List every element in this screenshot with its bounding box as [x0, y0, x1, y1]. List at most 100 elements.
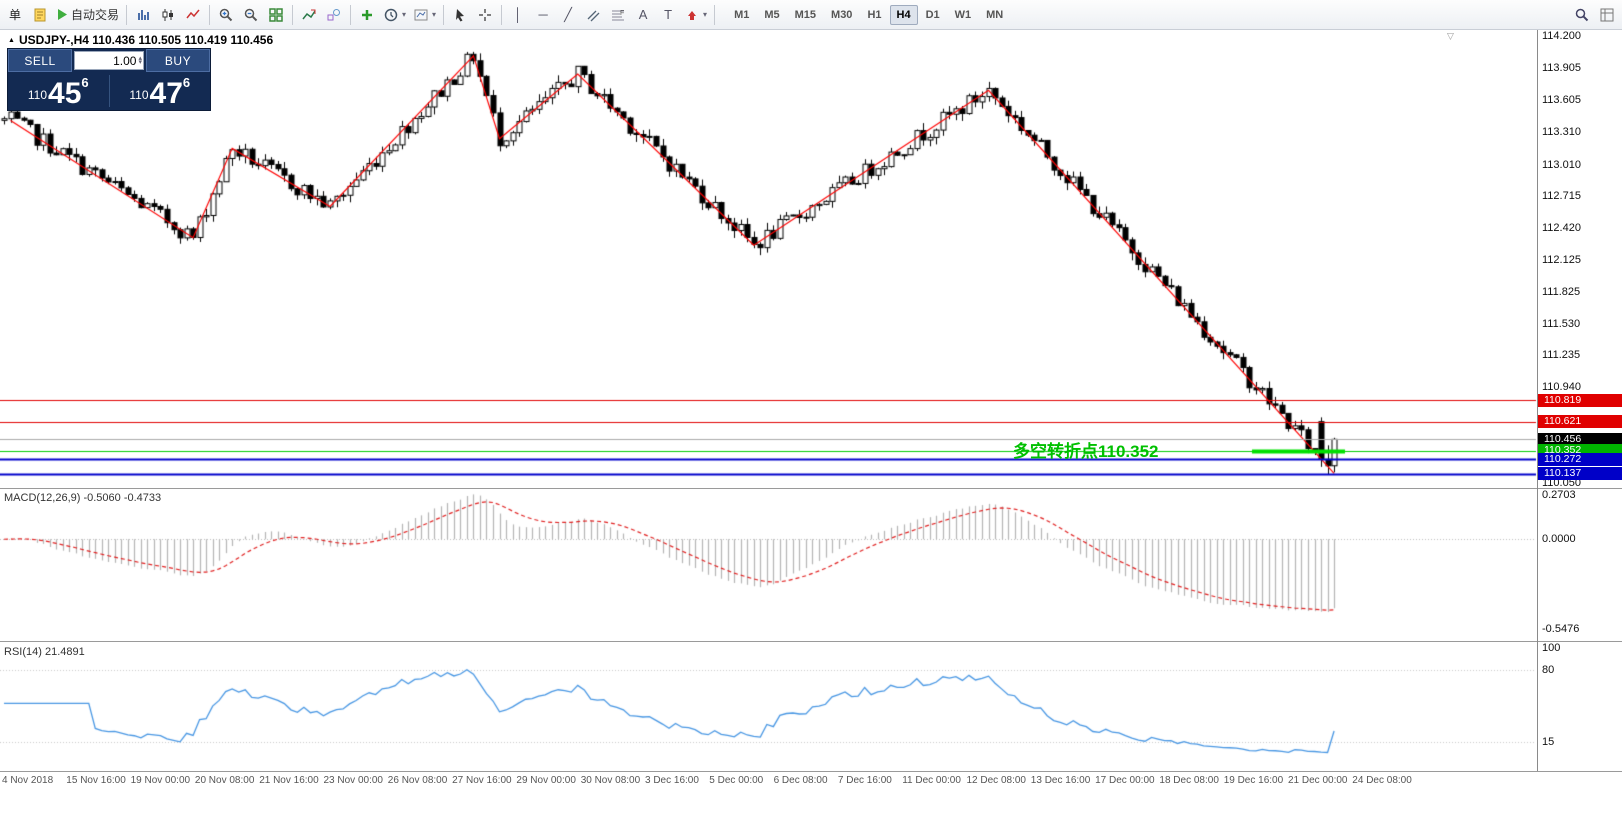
label-button[interactable]: T: [656, 3, 680, 27]
new-chart-button[interactable]: [28, 3, 52, 27]
lot-value: 1.00: [113, 53, 137, 68]
turning-point-annotation[interactable]: 多空转折点110.352: [1013, 442, 1159, 461]
cursor-button[interactable]: [448, 3, 472, 27]
time-axis-label: 21 Dec 00:00: [1288, 775, 1348, 786]
zoom-out-icon: [243, 7, 259, 23]
templates-icon: [413, 7, 429, 23]
sell-price[interactable]: 110 45 6: [8, 72, 109, 110]
chevron-down-icon: ▾: [703, 10, 708, 19]
time-axis-label: 29 Nov 00:00: [516, 775, 576, 786]
indicators-button[interactable]: [297, 3, 321, 27]
toolbar: 单 自动交易 ▾ ▾ │ ─ ╱ F A T ▾ M1 M5 M15 M30 H1 H4 D…: [0, 0, 1622, 30]
sell-price-prefix: 110: [27, 88, 48, 102]
timeframe-m1-button[interactable]: M1: [727, 5, 756, 25]
tile-windows-button[interactable]: [264, 3, 288, 27]
panel-separator[interactable]: [0, 641, 1622, 642]
bar-chart-button[interactable]: [131, 3, 155, 27]
time-axis-label: 12 Dec 08:00: [966, 775, 1027, 786]
timeframe-mn-button[interactable]: MN: [979, 5, 1010, 25]
time-axis-label: 4 Nov 2018: [2, 775, 54, 786]
timeframe-h1-button[interactable]: H1: [860, 5, 888, 25]
buy-price-sup: 6: [182, 75, 191, 90]
time-axis-label: 27 Nov 16:00: [452, 775, 512, 786]
bar-chart-icon: [135, 7, 151, 23]
time-axis-label: 23 Nov 00:00: [323, 775, 384, 786]
time-axis-label: 11 Dec 00:00: [902, 775, 961, 786]
lot-spinner[interactable]: ▴ ▾: [138, 54, 142, 66]
fibonacci-icon: F: [610, 7, 626, 23]
time-axis-label: 3 Dec 16:00: [645, 775, 699, 786]
buy-price-prefix: 110: [129, 88, 149, 102]
vertical-line-icon: │: [513, 7, 523, 22]
toolbar-separator: [443, 4, 445, 25]
buy-button[interactable]: BUY: [146, 49, 210, 72]
templates-button[interactable]: ▾: [410, 3, 439, 27]
autotrading-label: 自动交易: [71, 8, 120, 22]
lot-size-input[interactable]: 1.00 ▴ ▾: [74, 51, 144, 70]
search-icon: [1574, 7, 1590, 23]
line-chart-icon: [185, 7, 201, 23]
candlestick-chart-button[interactable]: [156, 3, 180, 27]
spinner-down-icon[interactable]: ▾: [138, 58, 142, 66]
time-axis-border: [0, 771, 1622, 772]
time-axis-label: 7 Dec 16:00: [837, 775, 892, 786]
trade-panel-divider: [108, 75, 110, 107]
add-indicator-button[interactable]: [355, 3, 379, 27]
panel-separator[interactable]: [0, 488, 1622, 489]
time-axis-label: 5 Dec 00:00: [709, 775, 764, 786]
time-axis-label: 18 Dec 08:00: [1159, 775, 1219, 786]
one-click-trading-panel: SELL 1.00 ▴ ▾ BUY 110 45 6 110 47 6: [8, 49, 210, 110]
zoom-in-icon: [218, 7, 234, 23]
time-axis-label: 21 Nov 16:00: [259, 775, 319, 786]
objects-button[interactable]: [322, 3, 346, 27]
timeframe-w1-button[interactable]: W1: [948, 5, 979, 25]
chart-shift-marker-icon[interactable]: ▽: [1447, 31, 1454, 41]
trendline-button[interactable]: ╱: [556, 3, 580, 27]
spinner-up-icon[interactable]: ▴: [138, 54, 142, 62]
timeframe-h4-button[interactable]: H4: [889, 4, 918, 25]
periods-button[interactable]: ▾: [380, 3, 409, 27]
time-axis-label: 19 Dec 16:00: [1223, 775, 1284, 786]
crosshair-button[interactable]: [473, 3, 497, 27]
text-icon: A: [638, 7, 648, 22]
chart-title-text: USDJPY-,H4 110.436 110.505 110.419 110.4…: [18, 33, 274, 47]
vertical-line-button[interactable]: │: [506, 3, 530, 27]
channel-button[interactable]: [581, 3, 605, 27]
zoom-in-button[interactable]: [214, 3, 238, 27]
arrows-button[interactable]: ▾: [681, 3, 710, 27]
periods-clock-icon: [383, 7, 399, 23]
autotrading-button[interactable]: 自动交易: [53, 3, 122, 27]
zoom-out-button[interactable]: [239, 3, 263, 27]
candlestick-chart-icon: [160, 7, 176, 23]
price-axis-border: [1537, 30, 1538, 771]
symbol-search-button[interactable]: [1570, 3, 1594, 27]
sell-price-main: 45: [48, 76, 82, 110]
sell-price-sup: 6: [81, 75, 89, 90]
horizontal-line-icon: ─: [538, 7, 548, 22]
time-axis[interactable]: 4 Nov 2018 15 Nov 16:00 19 Nov 00:00 20 Nov…: [0, 772, 1560, 790]
crosshair-icon: [477, 7, 493, 23]
text-button[interactable]: A: [631, 3, 655, 27]
timeframe-m15-button[interactable]: M15: [788, 5, 823, 25]
data-window-button[interactable]: [1595, 3, 1619, 27]
timeframe-m5-button[interactable]: M5: [757, 5, 786, 25]
toolbar-separator: [350, 4, 352, 25]
fibonacci-button[interactable]: F: [606, 3, 630, 27]
macd-label: MACD(12,26,9) -0.5060 -0.4733: [4, 492, 162, 504]
new-chart-icon: [32, 7, 48, 23]
time-axis-label: 6 Dec 08:00: [773, 775, 828, 786]
data-window-icon: [1599, 7, 1615, 23]
buy-price[interactable]: 110 47 6: [110, 72, 211, 110]
autotrading-icon: [56, 8, 69, 21]
sell-button[interactable]: SELL: [8, 49, 72, 72]
timeframe-group: M1 M5 M15 M30 H1 H4 D1 W1 MN: [727, 4, 1010, 25]
line-chart-button[interactable]: [181, 3, 205, 27]
channel-icon: [585, 7, 601, 23]
horizontal-line-button[interactable]: ─: [531, 3, 555, 27]
new-order-button[interactable]: 单: [3, 3, 27, 27]
arrows-icon: [684, 7, 700, 23]
timeframe-m30-button[interactable]: M30: [824, 5, 859, 25]
timeframe-d1-button[interactable]: D1: [919, 5, 947, 25]
time-axis-label: 13 Dec 16:00: [1030, 775, 1091, 786]
